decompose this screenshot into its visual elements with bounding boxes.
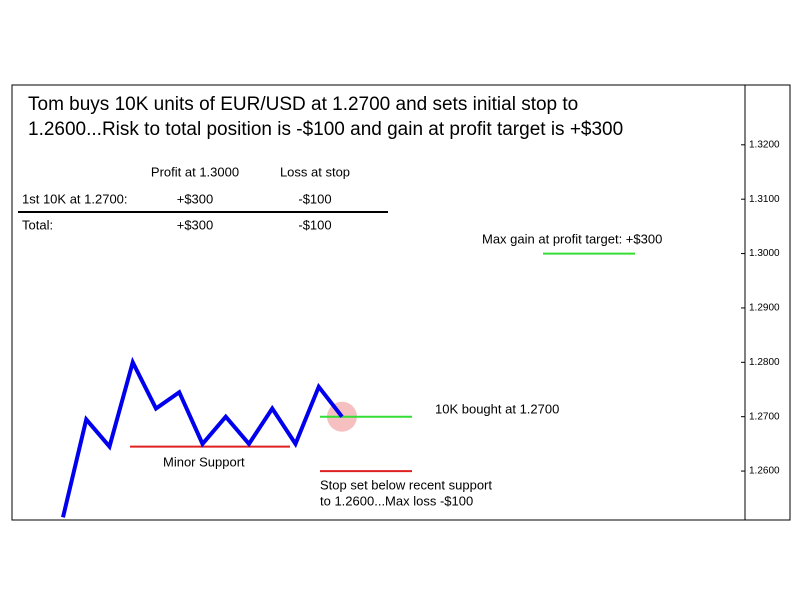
y-tick-label: 1.3000 xyxy=(749,248,780,259)
chart-title: Tom buys 10K units of EUR/USD at 1.2700 … xyxy=(28,94,578,115)
annotation: Minor Support xyxy=(163,454,245,469)
table-cell: -$100 xyxy=(298,217,331,232)
y-tick-label: 1.2800 xyxy=(749,357,780,368)
table-header: Loss at stop xyxy=(280,164,350,179)
annotation: to 1.2600...Max loss -$100 xyxy=(320,493,473,508)
y-tick-label: 1.2700 xyxy=(749,411,780,422)
table-header: Profit at 1.3000 xyxy=(151,164,239,179)
frame xyxy=(11,84,791,521)
y-tick-label: 1.3100 xyxy=(749,194,780,205)
table-cell: +$300 xyxy=(177,191,214,206)
annotation: 10K bought at 1.2700 xyxy=(435,401,559,416)
table-cell: +$300 xyxy=(177,217,214,232)
table-cell: Total: xyxy=(22,217,53,232)
y-tick-label: 1.3200 xyxy=(749,139,780,150)
annotation: Max gain at profit target: +$300 xyxy=(482,231,662,246)
chart-title: 1.2600...Risk to total position is -$100… xyxy=(28,119,623,140)
table-cell: -$100 xyxy=(298,191,331,206)
y-tick-label: 1.2600 xyxy=(749,466,780,477)
price-line xyxy=(61,356,344,518)
table-cell: 1st 10K at 1.2700: xyxy=(22,191,128,206)
annotation: Stop set below recent support xyxy=(320,477,492,492)
y-tick-label: 1.2900 xyxy=(749,303,780,314)
